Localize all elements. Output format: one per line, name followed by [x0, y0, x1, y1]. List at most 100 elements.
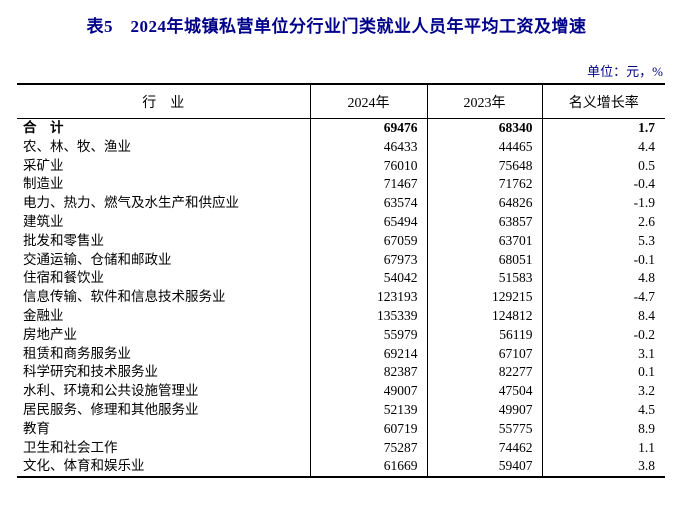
wage-2023-cell: 74462 — [426, 438, 542, 458]
industry-name-cell: 采矿业 — [23, 157, 64, 173]
growth-rate-cell: 1.7 — [541, 118, 665, 138]
growth-rate-cell: 8.4 — [541, 306, 665, 326]
wage-2023-cell: 63701 — [426, 231, 542, 251]
table-row: 合 计 69476 68340 1.7 — [17, 118, 665, 138]
wage-2023-cell: 44465 — [426, 137, 542, 157]
wage-2023-cell: 64826 — [426, 194, 542, 213]
wage-2024-cell: 61669 — [309, 457, 427, 478]
wage-2023-cell: 63857 — [426, 212, 542, 232]
wage-2024-cell: 82387 — [309, 363, 427, 383]
growth-rate-cell: 0.5 — [541, 156, 665, 176]
wage-2024-cell: 67059 — [309, 231, 427, 251]
table-row: 批发和零售业 67059 63701 5.3 — [17, 231, 665, 251]
column-header-industry: 行 业 — [17, 84, 310, 119]
wage-2023-cell: 82277 — [426, 363, 542, 383]
wage-2024-cell: 69214 — [309, 344, 427, 364]
wage-2024-cell: 46433 — [309, 137, 427, 157]
wage-2024-cell: 71467 — [309, 175, 427, 195]
wage-2024-cell: 69476 — [309, 118, 427, 138]
growth-rate-cell: 5.3 — [541, 231, 665, 251]
industry-name-cell: 批发和零售业 — [23, 232, 104, 248]
growth-rate-cell: 3.1 — [541, 344, 665, 364]
industry-name-cell: 建筑业 — [23, 213, 64, 229]
table-row: 电力、热力、燃气及水生产和供应业 63574 64826 -1.9 — [17, 194, 665, 213]
wage-2024-cell: 76010 — [309, 156, 427, 176]
growth-rate-cell: -0.2 — [541, 325, 665, 345]
wage-2024-cell: 49007 — [309, 382, 427, 401]
table-row: 居民服务、修理和其他服务业 52139 49907 4.5 — [17, 400, 665, 420]
table-row: 科学研究和技术服务业 82387 82277 0.1 — [17, 363, 665, 383]
industry-name-cell: 水利、环境和公共设施管理业 — [23, 383, 199, 399]
industry-name-cell: 房地产业 — [23, 326, 77, 342]
table-row: 教育 60719 55775 8.9 — [17, 419, 665, 439]
wage-statistics-table: 行 业 2024年 2023年 名义增长率 合 计 69476 68340 1.… — [17, 83, 665, 479]
wage-2023-cell: 47504 — [426, 382, 542, 401]
wage-2023-cell: 67107 — [426, 344, 542, 364]
growth-rate-cell: 4.8 — [541, 269, 665, 289]
industry-name-cell: 科学研究和技术服务业 — [23, 364, 158, 380]
table-row: 信息传输、软件和信息技术服务业 123193 129215 -4.7 — [17, 288, 665, 307]
table-container: 单位：元，% 行 业 2024年 2023年 名义增长率 合 计 69476 6… — [17, 61, 665, 479]
wage-2024-cell: 55979 — [309, 325, 427, 345]
wage-2024-cell: 67973 — [309, 250, 427, 270]
table-row: 文化、体育和娱乐业 61669 59407 3.8 — [17, 457, 665, 478]
wage-2024-cell: 54042 — [309, 269, 427, 289]
industry-name-cell: 文化、体育和娱乐业 — [23, 458, 145, 474]
industry-name-cell: 金融业 — [23, 307, 64, 323]
column-header-2024: 2024年 — [309, 84, 427, 119]
growth-rate-cell: 8.9 — [541, 419, 665, 439]
table-row: 水利、环境和公共设施管理业 49007 47504 3.2 — [17, 382, 665, 401]
table-body: 合 计 69476 68340 1.7 农、林、牧、渔业 46433 44465… — [17, 118, 665, 478]
industry-name-cell: 电力、热力、燃气及水生产和供应业 — [23, 195, 239, 211]
table-row: 农、林、牧、渔业 46433 44465 4.4 — [17, 137, 665, 157]
table-row: 交通运输、仓储和邮政业 67973 68051 -0.1 — [17, 250, 665, 270]
industry-name-cell: 居民服务、修理和其他服务业 — [23, 401, 199, 417]
industry-name-cell: 住宿和餐饮业 — [23, 270, 104, 286]
table-row: 制造业 71467 71762 -0.4 — [17, 175, 665, 195]
page-title: 表5 2024年城镇私营单位分行业门类就业人员年平均工资及增速 — [86, 17, 587, 36]
wage-2023-cell: 55775 — [426, 419, 542, 439]
wage-2024-cell: 135339 — [309, 306, 427, 326]
industry-name-cell: 制造业 — [23, 176, 64, 192]
wage-2024-cell: 123193 — [309, 288, 427, 307]
growth-rate-cell: 2.6 — [541, 212, 665, 232]
wage-2024-cell: 65494 — [309, 212, 427, 232]
unit-note: 单位：元，% — [587, 64, 663, 79]
table-row: 采矿业 76010 75648 0.5 — [17, 156, 665, 176]
wage-2023-cell: 75648 — [426, 156, 542, 176]
wage-2024-cell: 75287 — [309, 438, 427, 458]
growth-rate-cell: -4.7 — [541, 288, 665, 307]
growth-rate-cell: 4.5 — [541, 400, 665, 420]
table-row: 金融业 135339 124812 8.4 — [17, 306, 665, 326]
growth-rate-cell: 1.1 — [541, 438, 665, 458]
wage-2023-cell: 129215 — [426, 288, 542, 307]
wage-2023-cell: 71762 — [426, 175, 542, 195]
column-header-2023: 2023年 — [426, 84, 542, 119]
wage-2024-cell: 52139 — [309, 400, 427, 420]
table-row: 住宿和餐饮业 54042 51583 4.8 — [17, 269, 665, 289]
growth-rate-cell: -0.4 — [541, 175, 665, 195]
industry-name-cell: 卫生和社会工作 — [23, 439, 118, 455]
growth-rate-cell: 0.1 — [541, 363, 665, 383]
industry-name-cell: 农、林、牧、渔业 — [23, 138, 131, 154]
growth-rate-cell: 3.8 — [541, 457, 665, 478]
wage-2023-cell: 68051 — [426, 250, 542, 270]
wage-2023-cell: 68340 — [426, 118, 542, 138]
wage-2024-cell: 63574 — [309, 194, 427, 213]
industry-name-cell: 租赁和商务服务业 — [23, 345, 131, 361]
wage-2023-cell: 49907 — [426, 400, 542, 420]
wage-2023-cell: 51583 — [426, 269, 542, 289]
growth-rate-cell: 3.2 — [541, 382, 665, 401]
table-row: 房地产业 55979 56119 -0.2 — [17, 325, 665, 345]
wage-2023-cell: 56119 — [426, 325, 542, 345]
table-header: 行 业 2024年 2023年 名义增长率 — [17, 84, 665, 119]
column-header-growth: 名义增长率 — [541, 84, 665, 119]
table-row: 建筑业 65494 63857 2.6 — [17, 212, 665, 232]
wage-2024-cell: 60719 — [309, 419, 427, 439]
growth-rate-cell: 4.4 — [541, 137, 665, 157]
wage-2023-cell: 124812 — [426, 306, 542, 326]
growth-rate-cell: -0.1 — [541, 250, 665, 270]
header-row: 行 业 2024年 2023年 名义增长率 — [17, 84, 665, 119]
industry-name-cell: 教育 — [23, 420, 50, 436]
